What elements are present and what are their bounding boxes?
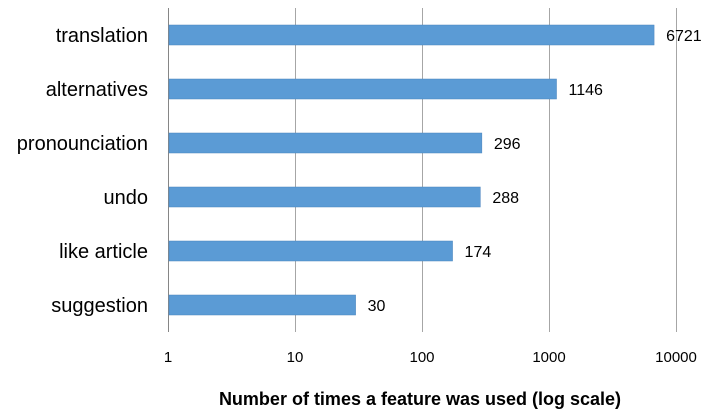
gridlines — [168, 8, 677, 332]
bar — [168, 24, 655, 46]
x-tick-label: 10000 — [655, 349, 697, 366]
bars — [168, 24, 655, 316]
value-label: 1146 — [569, 82, 604, 99]
x-tick-label: 10 — [287, 349, 304, 366]
category-label: translation — [56, 25, 148, 47]
bar — [168, 78, 557, 100]
category-label: alternatives — [46, 79, 148, 101]
value-label: 288 — [492, 190, 519, 207]
value-label: 174 — [465, 244, 492, 261]
x-tick-labels: 1 10 100 1000 10000 — [164, 349, 697, 366]
value-label: 30 — [368, 298, 386, 315]
x-tick-label: 100 — [409, 349, 434, 366]
x-axis-title: Number of times a feature was used (log … — [219, 389, 621, 409]
category-label: like article — [59, 241, 148, 263]
category-label: suggestion — [51, 295, 148, 317]
bar — [168, 294, 356, 316]
bar — [168, 186, 481, 208]
x-tick-label: 1 — [164, 349, 172, 366]
bar — [168, 132, 483, 154]
bar — [168, 240, 453, 262]
category-label: undo — [104, 187, 149, 209]
category-label: pronounciation — [17, 133, 148, 155]
value-label: 296 — [494, 136, 521, 153]
category-labels: translation alternatives pronounciation und… — [17, 25, 148, 317]
value-label: 6721 — [666, 28, 702, 45]
x-tick-label: 1000 — [532, 349, 565, 366]
value-labels: 6721 1146 296 288 174 30 — [368, 28, 702, 315]
